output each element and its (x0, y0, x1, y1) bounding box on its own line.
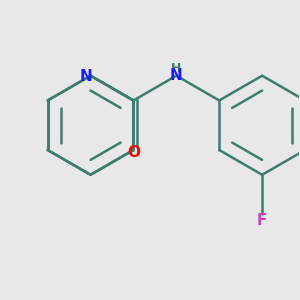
Text: H: H (171, 62, 182, 75)
Text: N: N (170, 68, 183, 83)
Text: F: F (257, 213, 267, 228)
Text: O: O (127, 145, 140, 160)
Text: N: N (79, 69, 92, 84)
